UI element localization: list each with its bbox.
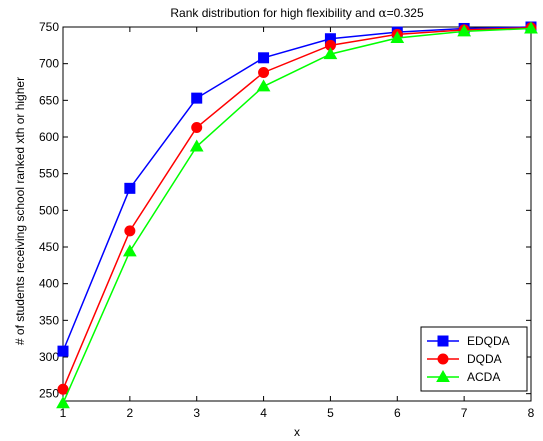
data-point-dqda	[124, 225, 136, 237]
y-tick-label: 600	[39, 130, 59, 144]
x-tick-label: 4	[260, 406, 267, 420]
data-point-acda	[457, 24, 472, 37]
data-point-acda	[189, 139, 204, 152]
y-tick-label: 750	[39, 20, 59, 34]
y-tick-label: 250	[39, 387, 59, 401]
chart-title-alpha: α	[378, 6, 386, 20]
legend-label-edqda: EDQDA	[467, 334, 510, 348]
data-point-acda	[56, 396, 70, 409]
chart-title-suffix: =0.325	[387, 6, 424, 20]
data-point-edqda	[124, 182, 136, 194]
chart-title-prefix: Rank distribution for high flexibility a…	[170, 6, 378, 20]
chart-title: Rank distribution for high flexibility a…	[170, 6, 424, 20]
y-tick-label: 450	[39, 240, 59, 254]
series-line-dqda	[62, 26, 532, 390]
series-acda	[56, 21, 538, 409]
y-tick-label: 300	[39, 350, 59, 364]
x-tick-label: 1	[60, 406, 67, 420]
data-point-dqda	[191, 121, 203, 133]
y-tick-label: 350	[39, 313, 59, 327]
y-tick-label: 700	[39, 57, 59, 71]
data-point-acda	[323, 47, 338, 60]
x-tick-label: 7	[461, 406, 468, 420]
data-point-edqda	[57, 345, 69, 357]
y-axis-label: # of students receiving school ranked xt…	[13, 77, 27, 345]
y-tick-label: 650	[39, 93, 59, 107]
series-line-edqda	[62, 26, 532, 352]
legend-marker-acda	[436, 369, 450, 382]
x-tick-label: 2	[127, 406, 134, 420]
data-point-dqda	[57, 383, 69, 395]
legend-label-acda: ACDA	[467, 370, 500, 384]
x-tick-label: 3	[193, 406, 200, 420]
chart-title-group: Rank distribution for high flexibility a…	[170, 6, 424, 20]
x-tick-label: 6	[394, 406, 401, 420]
y-tick-label: 500	[39, 203, 59, 217]
data-point-acda	[524, 21, 538, 34]
x-tick-label: 5	[327, 406, 334, 420]
data-point-acda	[256, 79, 271, 92]
legend-label-dqda: DQDA	[467, 352, 502, 366]
plot-area: 1 2 3 4 5 6 7 8 250 300 350 400 450 500 550 600 650 700 75…	[39, 20, 538, 420]
data-point-edqda	[258, 52, 270, 64]
legend-marker-edqda	[437, 335, 449, 347]
series-line-acda	[62, 27, 532, 404]
data-point-dqda	[258, 66, 270, 78]
y-tick-label: 400	[39, 277, 59, 291]
data-point-edqda	[191, 92, 203, 104]
legend: EDQDA DQDA ACDA	[420, 326, 528, 392]
y-tick-label: 550	[39, 167, 59, 181]
data-point-acda	[390, 30, 405, 43]
x-axis-label: x	[294, 425, 300, 439]
x-tick-label: 8	[528, 406, 535, 420]
legend-marker-dqda	[437, 353, 449, 365]
data-point-acda	[122, 244, 137, 257]
